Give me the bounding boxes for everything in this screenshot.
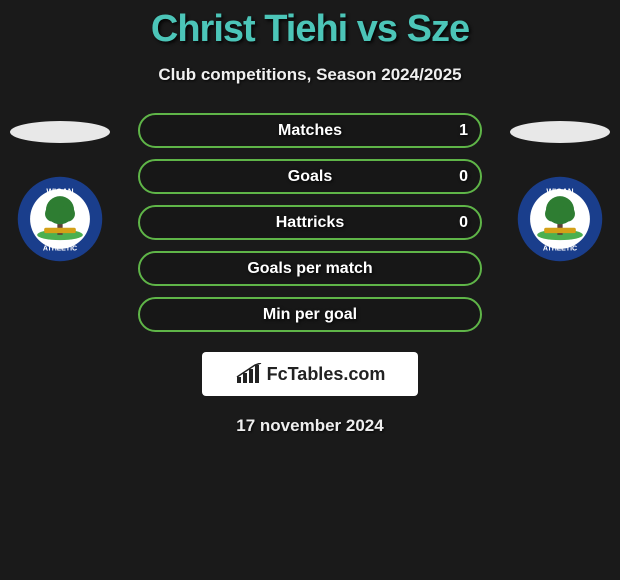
left-player-col: WIGAN ATHLETIC <box>0 113 120 263</box>
page-title: Christ Tiehi vs Sze <box>0 0 620 51</box>
brand-text: FcTables.com <box>267 364 386 385</box>
stat-value-right: 1 <box>459 122 468 140</box>
brand-box[interactable]: FcTables.com <box>202 352 418 396</box>
bars-icon <box>235 363 263 385</box>
stat-label: Min per goal <box>263 306 357 324</box>
stat-value-right: 0 <box>459 214 468 232</box>
stat-label: Matches <box>278 122 342 140</box>
badge-text-top: WIGAN <box>46 187 74 196</box>
date-text: 17 november 2024 <box>0 416 620 436</box>
stat-row: Min per goal <box>138 297 482 332</box>
stat-label: Goals per match <box>247 260 372 278</box>
badge-text-bottom: ATHLETIC <box>543 246 577 253</box>
stat-label: Hattricks <box>276 214 344 232</box>
player-photo-placeholder <box>510 121 610 143</box>
right-player-col: WIGAN ATHLETIC <box>500 113 620 263</box>
stats-list: Matches 1 Goals 0 Hattricks 0 Goals per … <box>138 113 482 332</box>
badge-text-bottom: ATHLETIC <box>43 246 77 253</box>
badge-text-top: WIGAN <box>546 187 574 196</box>
stat-row: Hattricks 0 <box>138 205 482 240</box>
stat-row: Matches 1 <box>138 113 482 148</box>
subtitle: Club competitions, Season 2024/2025 <box>0 65 620 85</box>
stat-value-right: 0 <box>459 168 468 186</box>
stat-row: Goals per match <box>138 251 482 286</box>
club-badge-left: WIGAN ATHLETIC <box>16 175 104 263</box>
main-area: WIGAN ATHLETIC WIGAN ATHLETIC <box>0 113 620 436</box>
stat-row: Goals 0 <box>138 159 482 194</box>
stat-label: Goals <box>288 168 332 186</box>
player-photo-placeholder <box>10 121 110 143</box>
club-badge-right: WIGAN ATHLETIC <box>516 175 604 263</box>
